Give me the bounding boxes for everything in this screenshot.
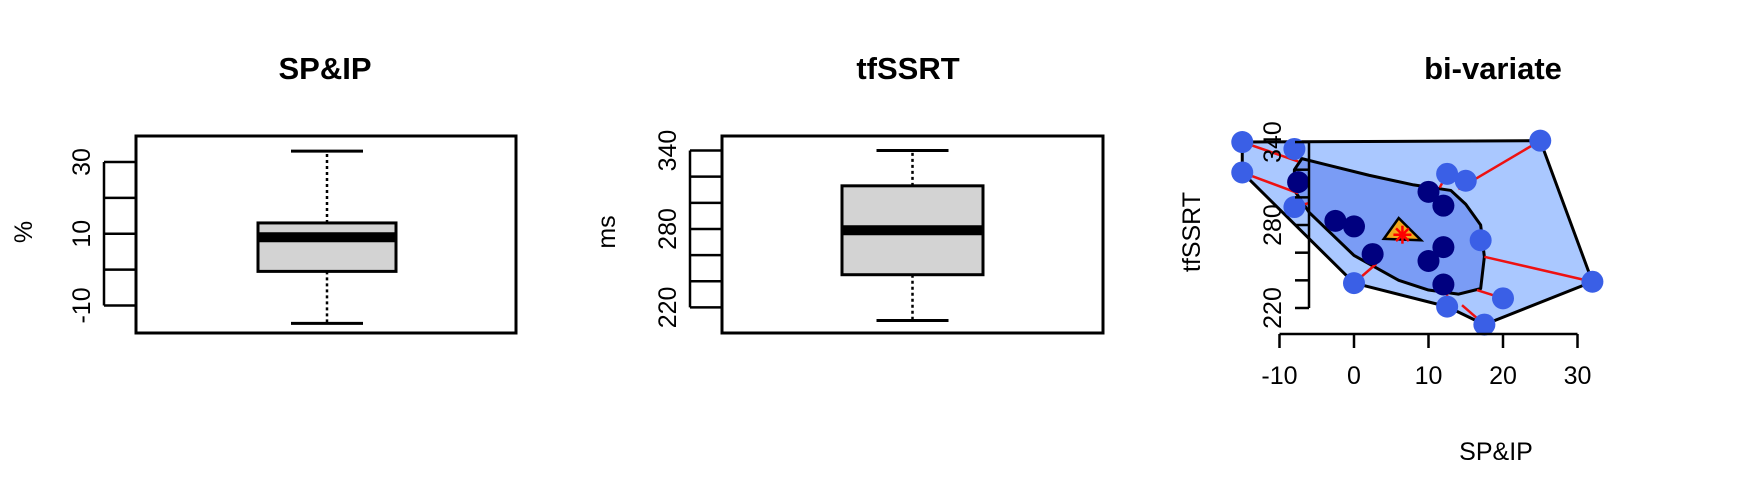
y-tick-label: 280 (1259, 204, 1287, 246)
outer-point (1454, 169, 1477, 192)
inner-point (1343, 215, 1365, 238)
y-axis-label-bivariate: tfSSRT (1178, 192, 1206, 272)
x-tick-label: 10 (1415, 362, 1443, 390)
inner-point (1361, 243, 1384, 266)
x-tick-label: -10 (1261, 362, 1297, 390)
inner-point (1432, 273, 1455, 296)
inner-point (1417, 249, 1440, 272)
inner-point (1432, 236, 1455, 259)
outer-point (1581, 270, 1604, 293)
interquartile-box (256, 221, 398, 273)
y-tick-label: 280 (654, 208, 682, 250)
outer-point (1231, 131, 1254, 154)
x-tick-label: 0 (1347, 362, 1361, 390)
outer-point (1492, 287, 1514, 310)
outer-point (1343, 272, 1365, 295)
outer-point (1283, 196, 1306, 219)
panel-bivariate: bi-variate SP&IP tfSSRT -10 0 10 20 30 220 280… (1178, 51, 1604, 466)
outer-point (1436, 295, 1459, 318)
outer-point (1283, 137, 1306, 160)
panel-title-bivariate: bi-variate (1424, 51, 1562, 86)
outer-point (1469, 229, 1492, 252)
x-tick-label: 20 (1489, 362, 1517, 390)
depth-median-star (1393, 225, 1412, 244)
y-tick-label: 220 (654, 287, 682, 329)
y-axis-label-sp-ip: % (10, 221, 38, 243)
panel-sp-ip: SP&IP % -10 10 30 (10, 51, 518, 335)
y-tick-label: 220 (1259, 287, 1287, 329)
panel-title-sp-ip: SP&IP (278, 51, 371, 86)
panel-tfssrt: tfSSRT ms 220 280 340 (593, 51, 1105, 335)
inner-point (1417, 180, 1440, 203)
y-tick-label: 340 (1259, 121, 1287, 163)
x-tick-label: 30 (1564, 362, 1592, 390)
whisker-line (1484, 255, 1593, 283)
outer-point (1231, 161, 1254, 184)
y-tick-label: -10 (68, 287, 96, 323)
plot-frame (720, 134, 1105, 335)
boxplot-sp-ip: -10 10 30 (68, 134, 518, 335)
y-axis-label-tfssrt: ms (593, 215, 621, 248)
y-tick-label: 340 (654, 130, 682, 172)
star-stroke (1395, 227, 1410, 242)
outer-point (1529, 129, 1552, 152)
outer-point (1436, 162, 1459, 185)
inner-point (1287, 171, 1310, 194)
inner-point (1324, 209, 1347, 232)
y-tick-label: 10 (68, 220, 96, 248)
inner-point (1432, 194, 1455, 217)
y-tick-label: 30 (68, 148, 96, 176)
outer-point (1473, 313, 1496, 336)
x-axis-label-bivariate: SP&IP (1459, 438, 1533, 466)
panel-title-tfssrt: tfSSRT (856, 51, 959, 86)
bagplot-bivariate: -10 0 10 20 30 220 280 340 (1231, 121, 1604, 390)
boxplot-tfssrt: 220 280 340 (654, 130, 1105, 335)
